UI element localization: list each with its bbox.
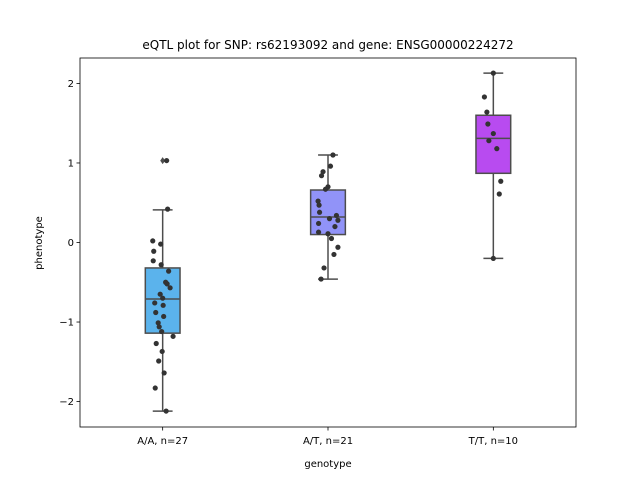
data-point [159, 328, 165, 335]
data-point [161, 313, 167, 320]
data-point [315, 198, 321, 204]
y-tick-label: −2 [59, 397, 74, 408]
data-point [156, 358, 162, 364]
data-point [150, 258, 156, 264]
data-point [321, 265, 327, 271]
data-point [490, 130, 496, 137]
x-tick-label: T/T, n=10 [468, 436, 518, 447]
data-point [160, 302, 166, 308]
data-point [152, 385, 158, 391]
data-point [166, 268, 172, 274]
box-group [144, 157, 181, 414]
box-group [309, 152, 347, 282]
data-point [485, 121, 491, 127]
data-point [157, 291, 163, 297]
data-point [151, 248, 157, 254]
data-point [167, 285, 173, 291]
plot-area [144, 70, 512, 414]
data-point [494, 146, 500, 152]
box [309, 189, 347, 236]
x-tick-label: A/T, n=21 [303, 436, 353, 447]
y-axis: −2 −1 0 1 2 [59, 79, 80, 408]
data-point [490, 255, 496, 262]
data-point [330, 152, 336, 158]
data-point [325, 231, 331, 237]
data-point [156, 324, 162, 330]
x-axis: A/A, n=27 A/T, n=21 T/T, n=10 [137, 427, 518, 447]
data-point [158, 262, 164, 268]
data-point [170, 333, 176, 339]
data-point [316, 209, 323, 215]
data-point [164, 157, 170, 164]
data-point [163, 408, 169, 414]
y-tick-label: 2 [68, 79, 74, 90]
data-point [158, 241, 164, 247]
data-point [315, 220, 322, 227]
data-point [152, 300, 158, 306]
data-point [318, 173, 325, 179]
y-tick-label: 1 [68, 158, 74, 169]
outlier-marker [160, 157, 166, 165]
data-point [325, 184, 331, 190]
data-point [481, 94, 488, 100]
y-tick-label: −1 [59, 318, 74, 329]
data-point [155, 320, 161, 326]
y-axis-label: phenotype [34, 216, 45, 270]
data-point [333, 212, 340, 219]
chart-title: eQTL plot for SNP: rs62193092 and gene: … [142, 38, 513, 52]
data-point [335, 217, 341, 223]
data-point [165, 206, 171, 212]
data-point [335, 244, 341, 250]
data-point [496, 191, 502, 197]
y-tick-label: 0 [68, 238, 74, 249]
data-point [160, 295, 166, 301]
box [475, 114, 512, 175]
data-point [318, 276, 324, 282]
box-group [475, 70, 512, 262]
data-point [331, 251, 337, 258]
data-point [332, 223, 338, 230]
data-point [150, 238, 156, 244]
data-point [328, 235, 335, 242]
data-point [498, 178, 504, 184]
x-tick-label: A/A, n=27 [137, 436, 188, 447]
data-point [161, 370, 167, 376]
data-point [320, 169, 326, 175]
data-point [326, 216, 333, 222]
x-axis-label: genotype [304, 459, 351, 470]
data-point [484, 109, 490, 115]
data-point [159, 348, 165, 355]
data-point [153, 340, 159, 347]
data-point [490, 70, 496, 76]
data-point [315, 229, 322, 235]
data-point [153, 309, 159, 316]
data-point [327, 163, 334, 169]
data-point [486, 138, 492, 144]
data-point [163, 279, 169, 285]
data-point [316, 202, 322, 208]
